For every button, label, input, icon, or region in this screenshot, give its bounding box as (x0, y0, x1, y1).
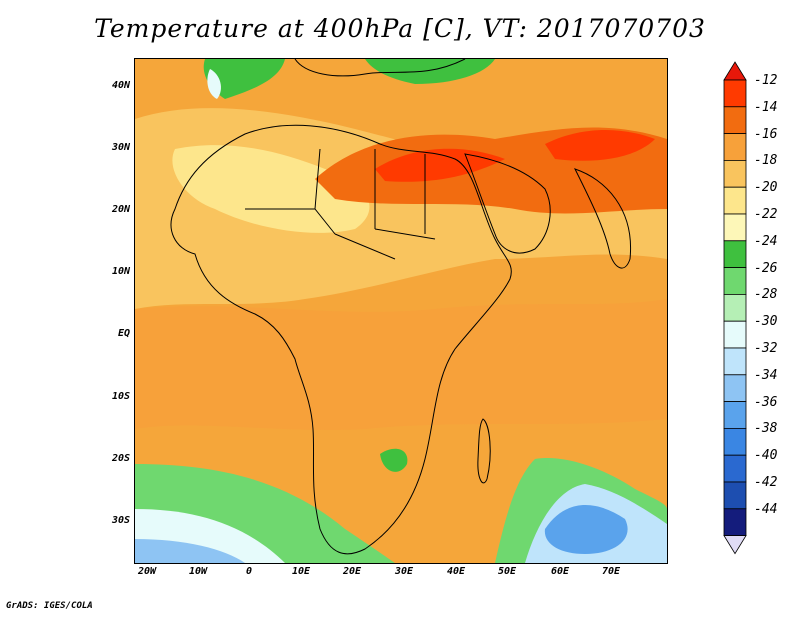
lat-label-eq: EQ (117, 328, 130, 339)
colorbar-label-16: -44 (754, 501, 778, 517)
map-svg (135, 59, 667, 563)
colorbar-label-3: -18 (754, 153, 778, 169)
arabia-outline (464, 153, 551, 254)
colorbar-box-1 (723, 106, 747, 134)
lon-label-60e: 60E (550, 566, 570, 577)
colorbar-bottom-cap (723, 535, 747, 555)
lon-label-50e: 50E (497, 566, 517, 577)
colorbar-top-cap (723, 61, 747, 81)
lat-label-20n: 20N (111, 204, 130, 215)
lat-label-10n: 10N (111, 266, 130, 277)
field-cold-north-core (207, 69, 221, 99)
colorbar-label-4: -20 (754, 180, 778, 196)
colorbar-label-12: -36 (754, 394, 778, 410)
colorbar-box-16 (723, 508, 747, 536)
colorbar-label-0: -12 (754, 73, 778, 88)
colorbar (723, 61, 747, 555)
lat-label-10s: 10S (111, 391, 130, 402)
lat-label-30s: 30S (111, 515, 130, 526)
field-south-africa-green (380, 448, 408, 472)
lon-label-20w: 20W (137, 566, 157, 577)
lon-label-40e: 40E (446, 566, 466, 577)
lon-label-0: 0 (245, 566, 253, 577)
colorbar-box-14 (723, 454, 747, 483)
colorbar-box-3 (723, 160, 747, 188)
field-central-band (135, 299, 667, 431)
colorbar-label-13: -38 (754, 421, 778, 437)
lon-label-20e: 20E (342, 566, 362, 577)
field-cold-north-1 (203, 59, 285, 99)
colorbar-box-7 (723, 267, 747, 295)
colorbar-label-14: -40 (754, 448, 778, 464)
field-cold-se-core (544, 505, 628, 554)
colorbar-label-9: -30 (754, 314, 778, 330)
field-cold-north-2 (365, 59, 495, 84)
lat-label-20s: 20S (111, 453, 130, 464)
lon-label-70e: 70E (601, 566, 621, 577)
coastlines (170, 59, 632, 555)
lon-label-10w: 10W (188, 566, 208, 577)
india-outline (574, 168, 632, 269)
lat-label-40n: 40N (111, 80, 130, 91)
field-cold-south-blue (135, 539, 245, 563)
colorbar-box-11 (723, 374, 747, 402)
colorbar-box-2 (723, 133, 747, 161)
lon-label-30e: 30E (394, 566, 414, 577)
colorbar-label-2: -16 (754, 126, 778, 142)
colorbar-label-15: -42 (754, 475, 778, 490)
map-title: Temperature at 400hPa [C], VT: 201707070… (94, 14, 706, 43)
field-hot-core-1 (375, 148, 505, 182)
madagascar-outline (477, 418, 491, 484)
colorbar-box-9 (723, 320, 747, 349)
lon-label-10e: 10E (291, 566, 311, 577)
colorbar-box-5 (723, 213, 747, 242)
footer-credit: GrADS: IGES/COLA (6, 601, 93, 611)
europe-coast (294, 59, 466, 77)
colorbar-box-0 (723, 79, 747, 108)
colorbar-box-12 (723, 401, 747, 429)
africa-outline (170, 124, 512, 555)
colorbar-label-7: -26 (754, 260, 778, 276)
colorbar-box-13 (723, 427, 747, 456)
colorbar-box-6 (723, 240, 747, 269)
colorbar-label-5: -22 (754, 207, 778, 222)
colorbar-label-11: -34 (754, 367, 778, 383)
colorbar-box-10 (723, 347, 747, 376)
colorbar-label-1: -14 (754, 99, 778, 115)
field-sahara-pale (172, 145, 370, 233)
colorbar-box-8 (723, 293, 747, 322)
colorbar-box-15 (723, 481, 747, 510)
colorbar-label-10: -32 (754, 341, 778, 356)
colorbar-box-4 (723, 186, 747, 215)
temperature-map (134, 58, 668, 564)
colorbar-label-6: -24 (754, 233, 778, 249)
lat-label-30n: 30N (111, 142, 130, 153)
country-borders (245, 148, 436, 260)
field-hot-core-2 (545, 129, 655, 161)
colorbar-label-8: -28 (754, 287, 778, 303)
